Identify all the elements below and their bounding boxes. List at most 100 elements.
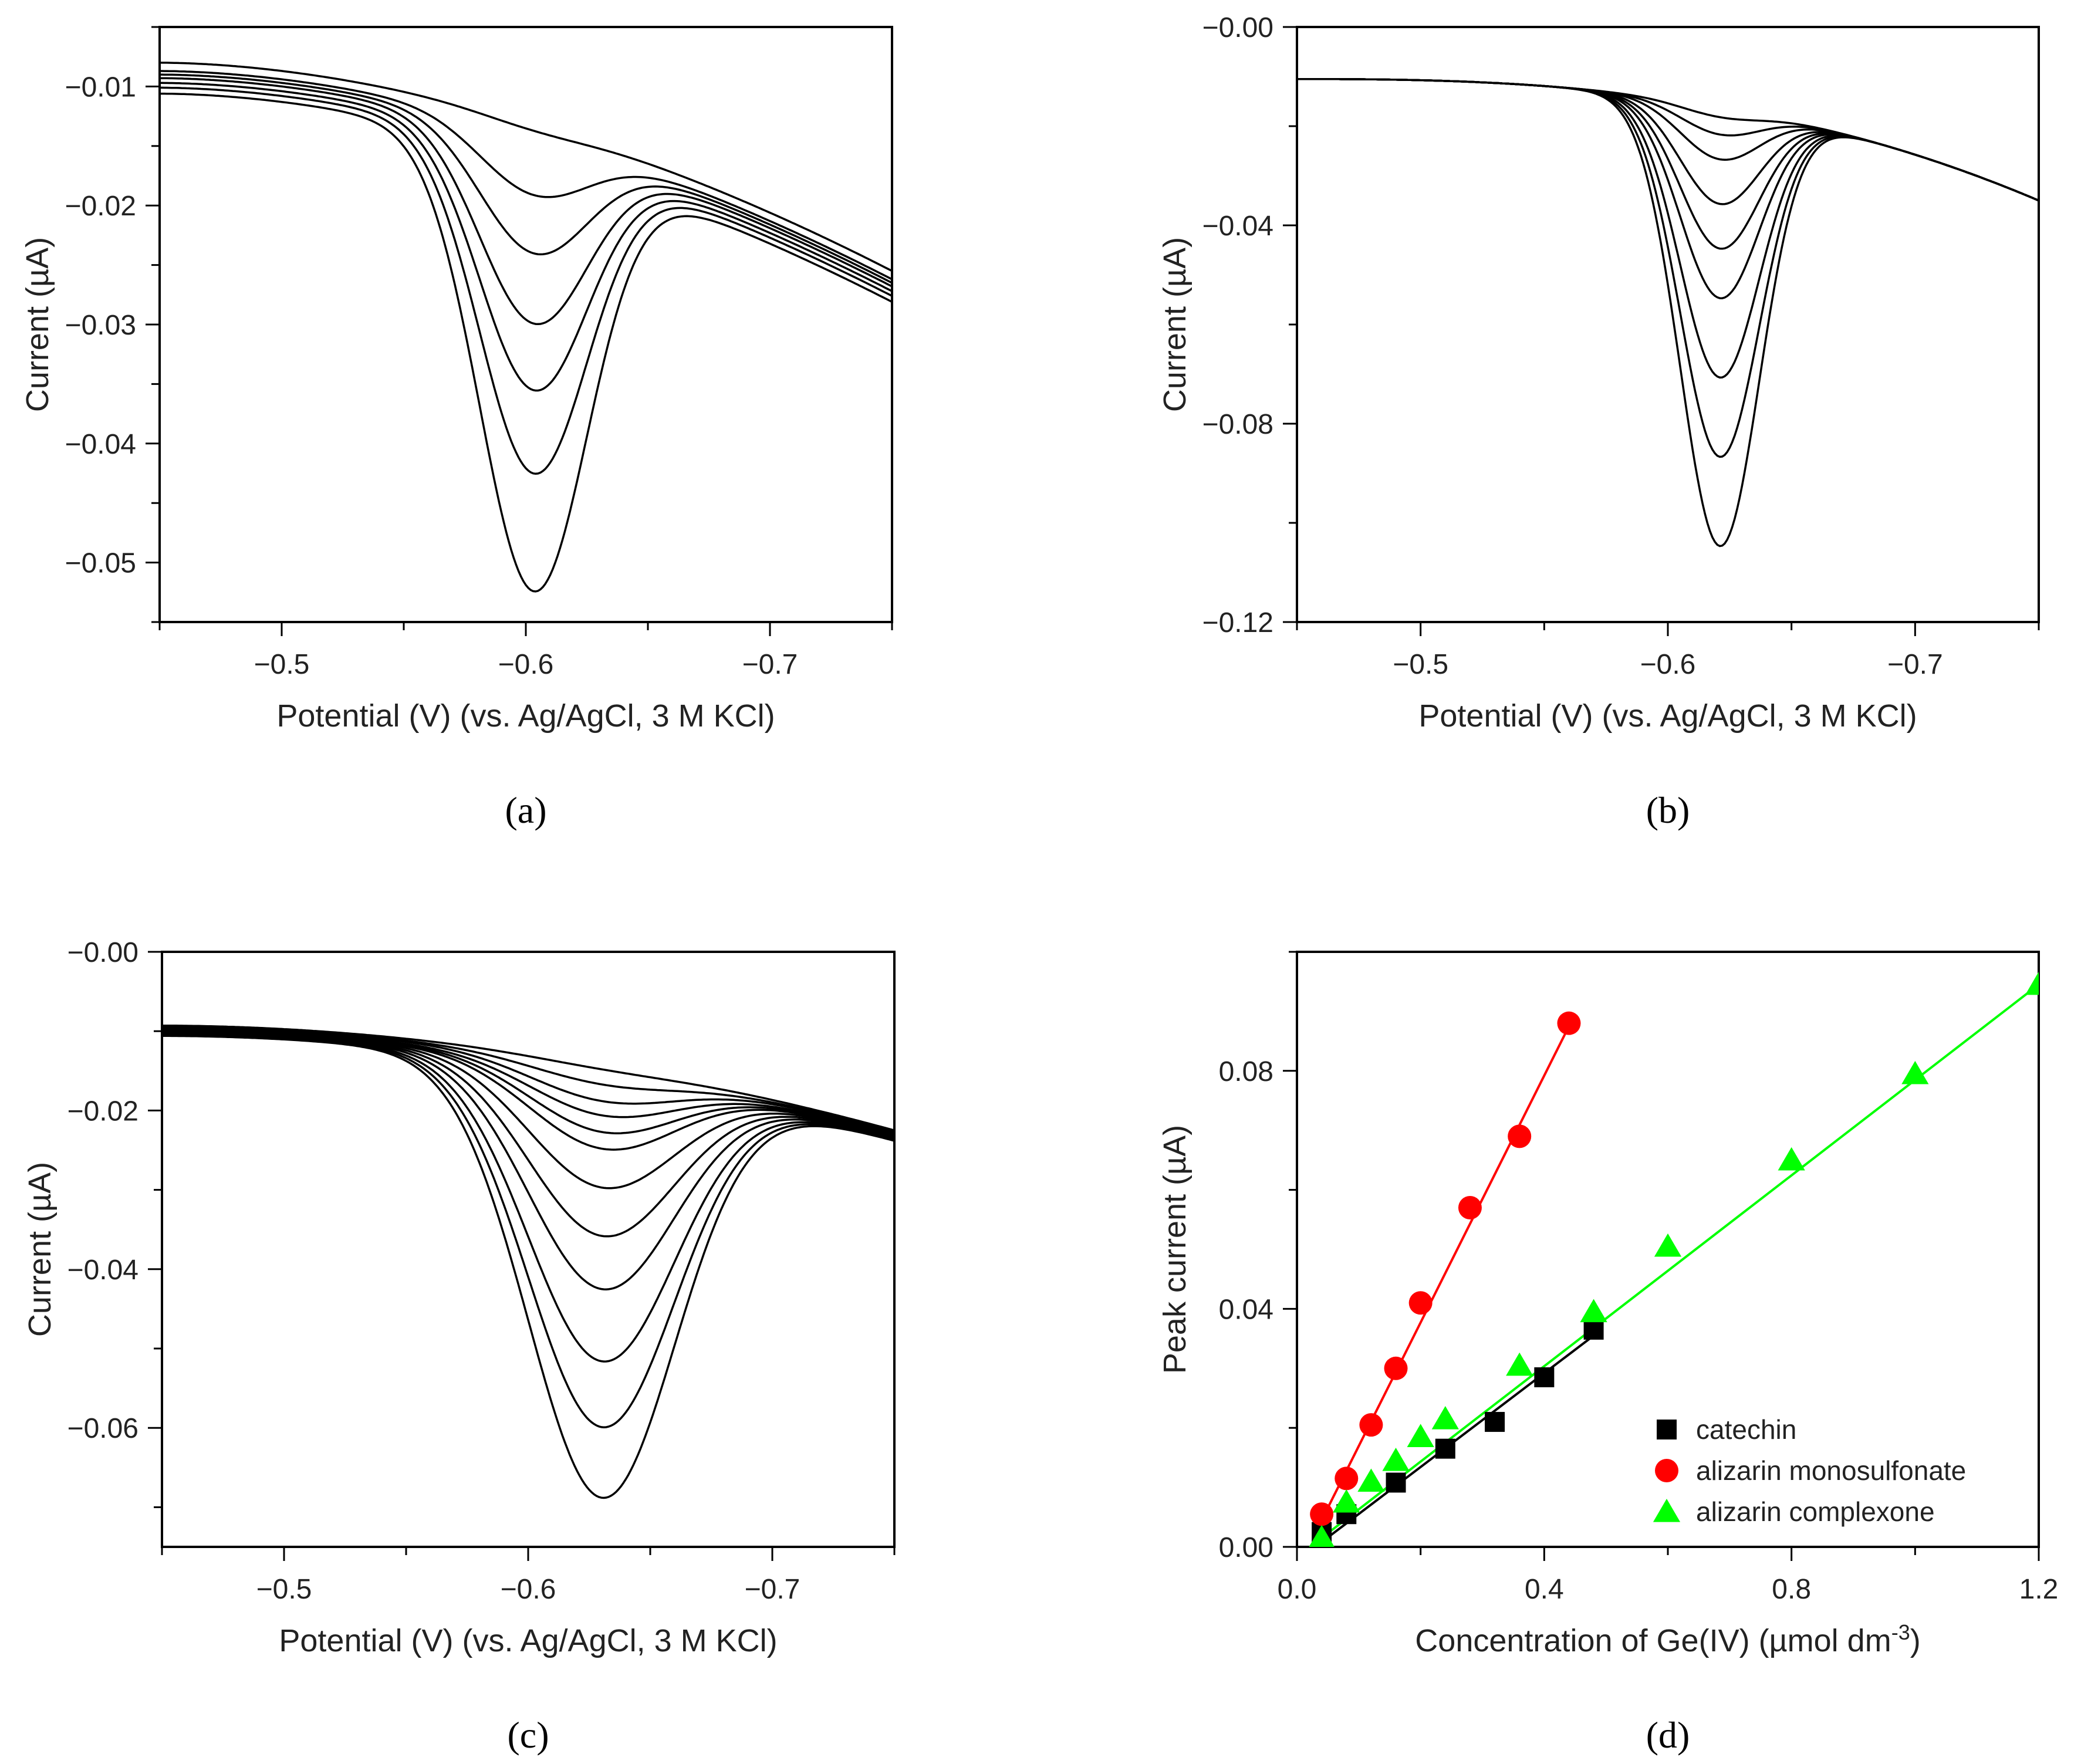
- y-tick-label: −0.02: [67, 1096, 138, 1127]
- point-alizarin-complexone: [1506, 1352, 1533, 1376]
- panel-label: (b): [1646, 789, 1690, 831]
- voltammogram-scan-5: [160, 82, 892, 392]
- panel-label: (c): [507, 1714, 549, 1756]
- plot-area: [1297, 77, 2039, 548]
- legend-label: alizarin monosulfonate: [1696, 1455, 1966, 1486]
- panel-b: −0.5 −0.6 −0.7 −0.00 −0.04 −0.08 −0.12 Potentia…: [1157, 12, 2040, 831]
- x-tick-label: 0.4: [1525, 1574, 1564, 1605]
- voltammogram-scan-9: [1297, 77, 2039, 548]
- voltammogram-scan-11: [162, 1034, 894, 1428]
- x-tick-label: −0.6: [498, 649, 554, 680]
- legend-label: alizarin complexone: [1696, 1496, 1935, 1527]
- legend-label: catechin: [1696, 1414, 1796, 1445]
- panel-label: (a): [505, 789, 546, 831]
- voltammogram-scan-3: [160, 73, 892, 284]
- voltammogram-scan-4: [162, 1028, 894, 1136]
- x-axis-title: Potential (V) (vs. Ag/AgCl, 3 M KCl): [276, 698, 775, 734]
- panel-d: 0.0 0.4 0.8 1.2 0.00 0.04 0.08 Concentration of…: [1157, 951, 2059, 1756]
- point-alizarin-complexone: [1431, 1405, 1459, 1430]
- panel-label: (d): [1646, 1714, 1690, 1756]
- plot-frame: [1296, 26, 2040, 623]
- voltammogram-scan-12: [162, 1035, 894, 1499]
- point-alizarin-monosulfonate: [1384, 1356, 1408, 1380]
- point-catechin: [1583, 1319, 1604, 1340]
- voltammogram-scan-1: [162, 1024, 894, 1131]
- point-alizarin-monosulfonate: [1359, 1413, 1383, 1437]
- y-tick-label: −0.04: [1202, 211, 1273, 242]
- point-alizarin-complexone: [1357, 1468, 1385, 1492]
- y-tick-label: −0.04: [65, 429, 136, 460]
- y-axis-title: Current (µA): [1157, 237, 1192, 412]
- voltammogram-scan-8: [162, 1032, 894, 1238]
- y-tick-label: −0.06: [67, 1413, 138, 1444]
- point-alizarin-complexone: [1901, 1060, 1929, 1084]
- x-axis-title: Potential (V) (vs. Ag/AgCl, 3 M KCl): [1418, 698, 1917, 734]
- point-catechin: [1485, 1412, 1505, 1432]
- point-alizarin-monosulfonate: [1458, 1196, 1482, 1220]
- y-tick-label: −0.12: [1202, 607, 1273, 638]
- point-alizarin-monosulfonate: [1508, 1124, 1532, 1148]
- y-tick-label: −0.00: [67, 937, 138, 968]
- x-tick-label: −0.5: [256, 1574, 312, 1605]
- point-alizarin-monosulfonate: [1310, 1502, 1334, 1526]
- voltammogram-scan-5: [1297, 77, 2039, 250]
- voltammogram-scan-6: [160, 86, 892, 475]
- y-tick-label: 0.04: [1219, 1294, 1273, 1325]
- point-alizarin-complexone: [1580, 1299, 1607, 1323]
- voltammogram-scan-7: [1297, 77, 2039, 379]
- legend: catechin alizarin monosulfonate alizarin c…: [1653, 1414, 1966, 1527]
- voltammogram-scan-8: [1297, 77, 2039, 458]
- legend-marker: [1655, 1459, 1678, 1482]
- point-alizarin-monosulfonate: [1408, 1291, 1433, 1315]
- point-alizarin-complexone: [1382, 1447, 1410, 1471]
- x-tick-label: 1.2: [2019, 1574, 2059, 1605]
- point-alizarin-complexone: [1778, 1147, 1805, 1171]
- x-tick-label: −0.7: [742, 649, 798, 680]
- y-tick-label: −0.01: [65, 72, 136, 103]
- y-axis-title: Peak current (µA): [1157, 1125, 1192, 1374]
- panel-a: −0.5 −0.6 −0.7 −0.01 −0.02 −0.03 −0.04 −0.05 Pot…: [20, 26, 893, 831]
- voltammogram-scan-4: [1297, 77, 2039, 205]
- voltammogram-scan-3: [162, 1027, 894, 1134]
- legend-marker: [1653, 1499, 1681, 1522]
- point-alizarin-monosulfonate: [1335, 1466, 1359, 1491]
- point-alizarin-complexone: [1407, 1424, 1434, 1448]
- x-tick-label: −0.5: [254, 649, 310, 680]
- fit-line-alizarin-monosulfonate: [1320, 1025, 1570, 1521]
- plot-area: [160, 62, 892, 593]
- y-tick-label: −0.03: [65, 310, 136, 341]
- point-alizarin-complexone: [1654, 1233, 1682, 1257]
- voltammogram-scan-1: [160, 62, 892, 272]
- x-tick-label: −0.6: [501, 1574, 556, 1605]
- y-tick-label: −0.00: [1202, 12, 1273, 43]
- y-tick-label: 0.00: [1219, 1532, 1273, 1563]
- x-tick-label: 0.0: [1278, 1574, 1317, 1605]
- plot-area: [1309, 971, 2039, 1547]
- x-tick-label: 0.8: [1772, 1574, 1811, 1605]
- point-catechin: [1386, 1472, 1406, 1493]
- point-catechin: [1534, 1367, 1555, 1388]
- y-tick-label: 0.08: [1219, 1056, 1273, 1087]
- y-tick-label: −0.05: [65, 548, 136, 579]
- x-tick-label: −0.6: [1640, 649, 1696, 680]
- plot-frame: [158, 26, 893, 623]
- plot-frame: [161, 951, 896, 1548]
- x-axis-title: Potential (V) (vs. Ag/AgCl, 3 M KCl): [279, 1623, 777, 1658]
- voltammogram-scan-4: [160, 77, 892, 326]
- x-axis-title: Concentration of Ge(IV) (µmol dm-3): [1415, 1620, 1920, 1658]
- point-catechin: [1435, 1438, 1455, 1459]
- point-alizarin-complexone: [2025, 971, 2039, 995]
- y-axis-title: Current (µA): [22, 1162, 58, 1337]
- x-tick-label: −0.7: [1887, 649, 1943, 680]
- point-alizarin-complexone: [1333, 1489, 1360, 1513]
- voltammogram-scan-2: [160, 70, 892, 281]
- y-tick-label: −0.04: [67, 1255, 138, 1286]
- panel-c: −0.5 −0.6 −0.7 −0.00 −0.02 −0.04 −0.06 Potentia…: [22, 937, 896, 1756]
- point-alizarin-complexone: [1309, 1525, 1335, 1547]
- legend-marker: [1657, 1420, 1677, 1439]
- x-tick-label: −0.5: [1393, 649, 1448, 680]
- y-tick-label: −0.02: [65, 191, 136, 222]
- point-alizarin-monosulfonate: [1557, 1011, 1581, 1035]
- voltammogram-scan-10: [162, 1033, 894, 1363]
